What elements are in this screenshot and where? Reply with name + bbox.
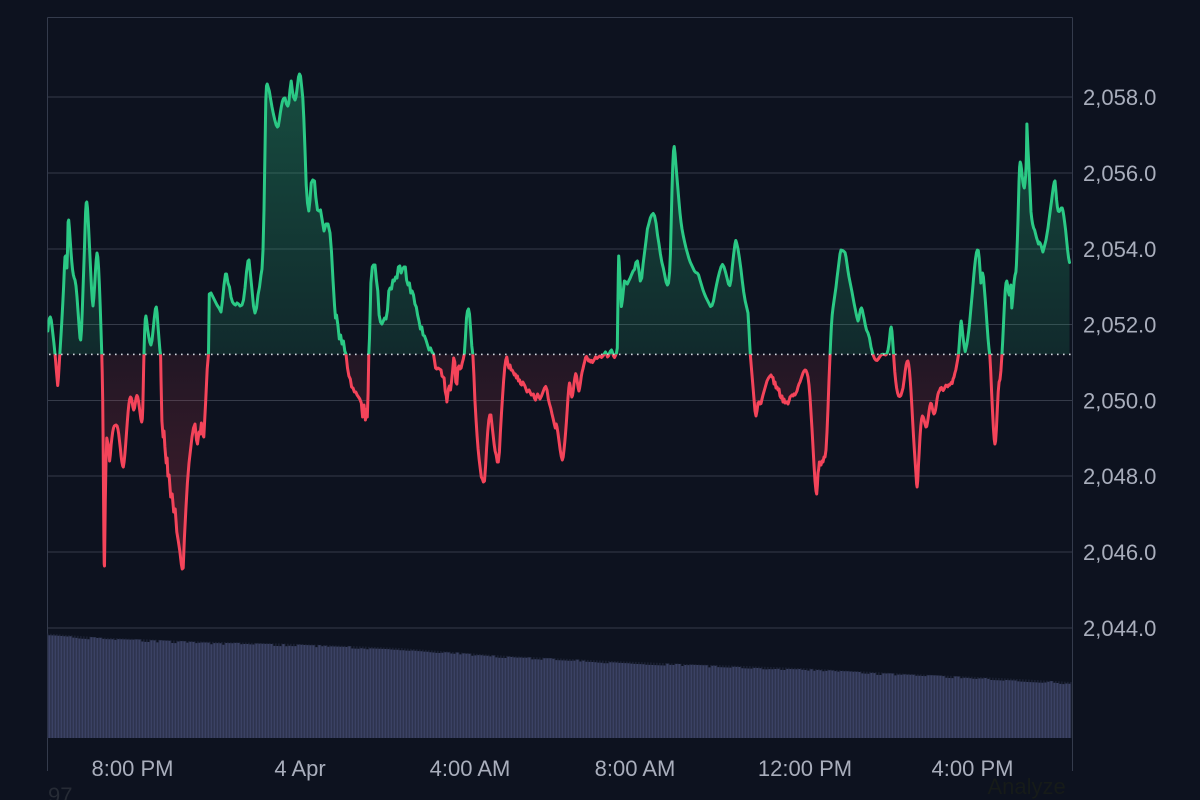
svg-text:4 Apr: 4 Apr: [274, 756, 325, 781]
svg-text:2,050.0: 2,050.0: [1083, 389, 1156, 414]
svg-text:2,052.0: 2,052.0: [1083, 313, 1156, 338]
svg-text:2,058.0: 2,058.0: [1083, 85, 1156, 110]
svg-text:2,056.0: 2,056.0: [1083, 161, 1156, 186]
svg-text:2,046.0: 2,046.0: [1083, 540, 1156, 565]
svg-text:2,048.0: 2,048.0: [1083, 464, 1156, 489]
svg-text:4:00 PM: 4:00 PM: [932, 756, 1014, 781]
svg-text:2,054.0: 2,054.0: [1083, 237, 1156, 262]
svg-text:8:00 AM: 8:00 AM: [595, 756, 676, 781]
svg-text:8:00 PM: 8:00 PM: [92, 756, 174, 781]
svg-text:97: 97: [48, 783, 72, 800]
svg-text:12:00 PM: 12:00 PM: [758, 756, 852, 781]
svg-text:Analyze: Analyze: [988, 774, 1066, 799]
svg-text:2,044.0: 2,044.0: [1083, 616, 1156, 641]
svg-text:4:00 AM: 4:00 AM: [430, 756, 511, 781]
